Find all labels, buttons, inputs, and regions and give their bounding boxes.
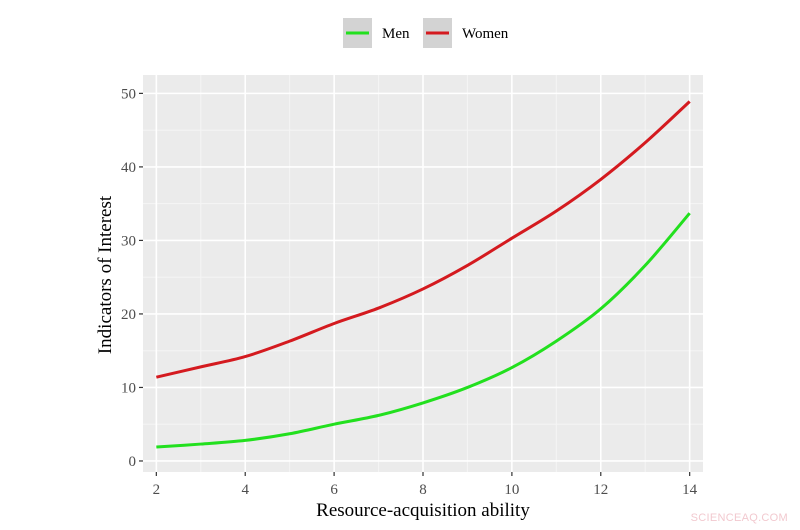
legend: Men Women	[343, 18, 509, 48]
x-tick-label: 10	[504, 482, 519, 498]
series-lines	[155, 100, 691, 449]
series-line-women	[155, 100, 691, 379]
x-tick-label: 2	[153, 482, 161, 498]
series-line-men	[156, 212, 691, 449]
x-tick-label: 14	[682, 482, 698, 498]
y-axis: 0 10 20 30 40 50	[121, 86, 143, 470]
y-tick-label: 50	[121, 86, 136, 102]
x-axis-title: Resource-acquisition ability	[316, 500, 530, 521]
y-tick-label: 0	[129, 454, 137, 470]
legend-label: Men	[382, 26, 410, 42]
x-tick-label: 6	[330, 482, 338, 498]
y-tick-label: 30	[121, 233, 136, 249]
watermark: SCIENCEAQ.COM	[690, 512, 788, 524]
x-tick-label: 8	[419, 482, 427, 498]
legend-item-women: Women	[423, 18, 509, 48]
y-tick-label: 40	[121, 160, 136, 176]
legend-label: Women	[462, 26, 509, 42]
x-tick-label: 4	[241, 482, 249, 498]
y-tick-label: 10	[121, 380, 136, 396]
y-tick-label: 20	[121, 307, 136, 323]
grid-lines	[143, 75, 703, 472]
x-axis: 2 4 6 8 10 12 14	[153, 472, 698, 498]
legend-item-men: Men	[343, 18, 410, 48]
x-tick-label: 12	[593, 482, 608, 498]
y-axis-title: Indicators of Interest	[95, 195, 116, 354]
